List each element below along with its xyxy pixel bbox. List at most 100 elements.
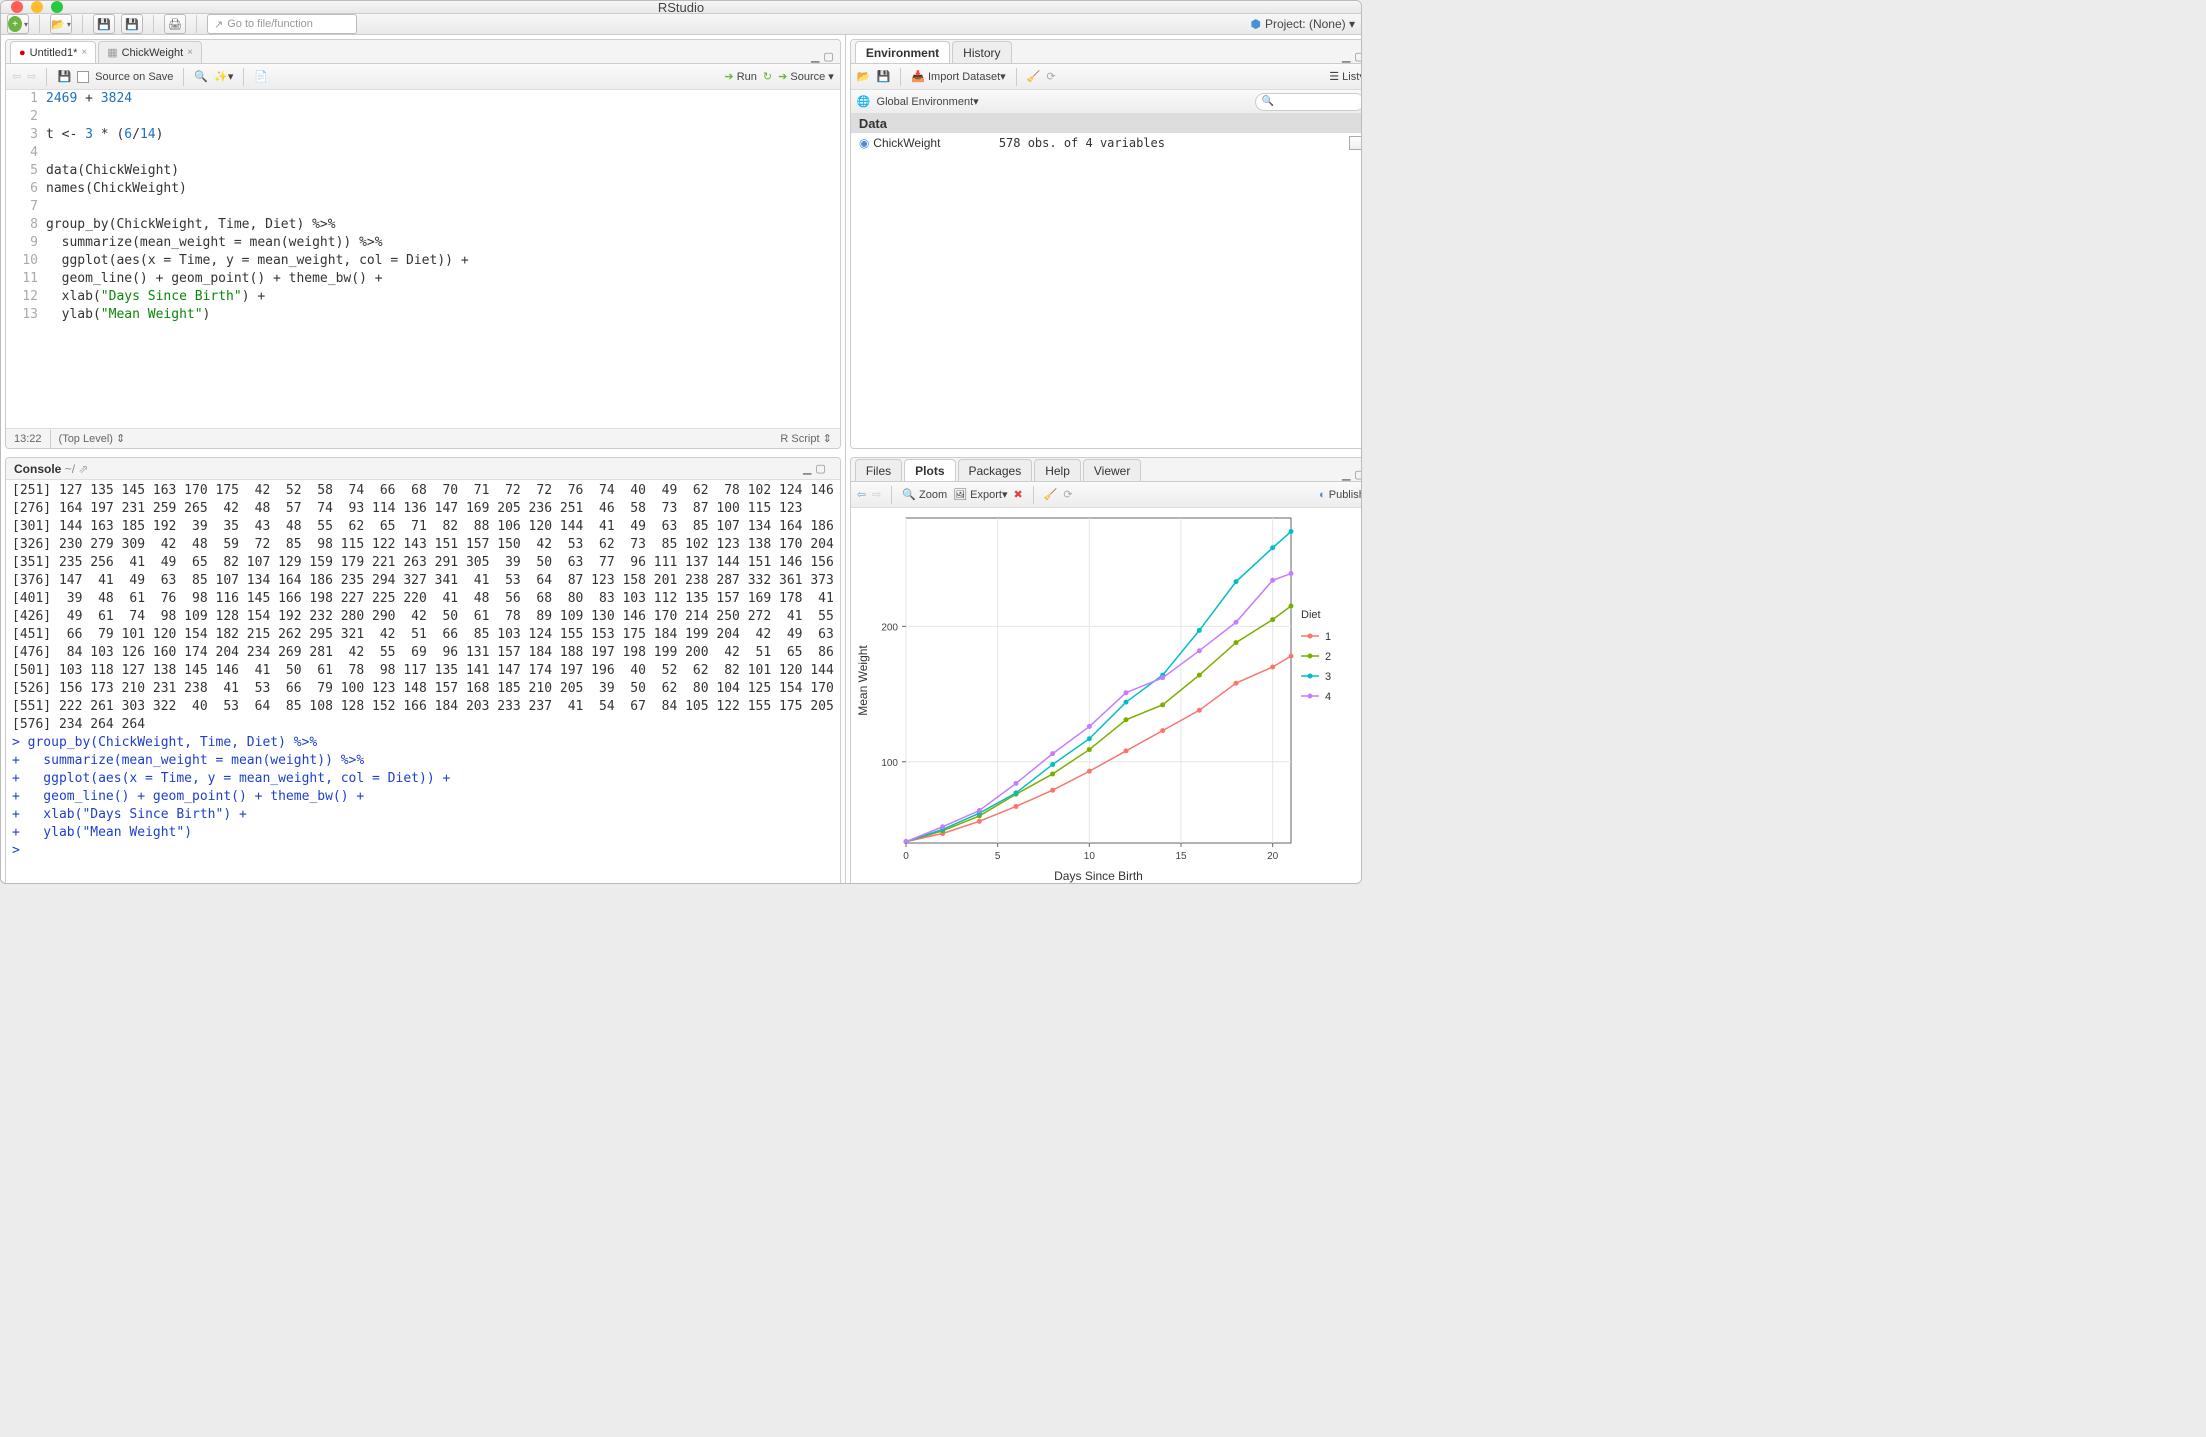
save-workspace-icon[interactable]: 💾 <box>877 70 891 83</box>
print-button[interactable]: 🖨 <box>164 14 186 34</box>
forward-icon[interactable]: ⇨ <box>27 70 36 83</box>
minimize-pane-icon[interactable]: ▁ <box>1342 50 1350 63</box>
br-tabs: Files Plots Packages Help Viewer ▁ ▢ <box>851 458 1362 482</box>
svg-text:20: 20 <box>1267 851 1279 862</box>
svg-text:10: 10 <box>1084 851 1096 862</box>
plot-next-icon[interactable]: ⇨ <box>872 488 881 501</box>
remove-plot-icon[interactable]: ✖ <box>1014 488 1023 501</box>
minimize-pane-icon[interactable]: ▁ <box>803 462 811 475</box>
source-on-save-checkbox[interactable] <box>77 71 89 83</box>
new-file-button[interactable]: + <box>7 14 29 34</box>
tab-help[interactable]: Help <box>1034 459 1081 481</box>
import-dataset-button[interactable]: 📥 Import Dataset▾ <box>911 70 1005 83</box>
back-icon[interactable]: ⇦ <box>12 70 21 83</box>
minimize-pane-icon[interactable]: ▁ <box>1342 468 1350 481</box>
svg-text:4: 4 <box>1325 691 1331 703</box>
tab-plots[interactable]: Plots <box>904 459 955 481</box>
console-path: ~/ <box>65 462 75 476</box>
env-section-header: Data <box>851 114 1362 133</box>
maximize-pane-icon[interactable]: ▢ <box>815 462 825 475</box>
svg-text:0: 0 <box>903 851 909 862</box>
svg-text:15: 15 <box>1175 851 1187 862</box>
tab-packages[interactable]: Packages <box>958 459 1033 481</box>
wand-icon[interactable]: ✨▾ <box>214 70 233 83</box>
plot-area: 0 5 10 15 20 100 200 Days Since Birth Mean Weigh… <box>851 508 1362 884</box>
env-var-value: 578 obs. of 4 variables <box>999 136 1349 150</box>
plots-toolbar: ⇦ ⇨ 🔍 Zoom 🖼 Export▾ ✖ 🧹 ⟳ ◐ Publish <box>851 482 1362 508</box>
save-icon[interactable]: 💾 <box>57 70 71 83</box>
maximize-pane-icon[interactable]: ▢ <box>1354 50 1362 63</box>
close-icon[interactable]: × <box>81 47 87 58</box>
clear-workspace-icon[interactable]: 🧹 <box>1027 70 1041 83</box>
refresh-plot-icon[interactable]: ⟳ <box>1063 488 1072 501</box>
globe-icon: 🌐 <box>857 95 871 108</box>
clear-plots-icon[interactable]: 🧹 <box>1044 488 1058 501</box>
code-editor[interactable]: 1 2 3 4 5 6 7 8 9 10 11 12 13 2469 + 382… <box>6 90 840 428</box>
tab-viewer[interactable]: Viewer <box>1083 459 1141 481</box>
open-file-button[interactable]: 📂 <box>50 14 72 34</box>
export-button[interactable]: 🖼 Export▾ <box>953 488 1007 501</box>
environment-pane: Environment History ▁ ▢ 📂 💾 📥 Import Data… <box>850 39 1362 449</box>
main-toolbar: + 📂 💾 💾 🖨 ↗ Go to file/function ⬢ Projec… <box>1 14 1361 35</box>
tab-chickweight[interactable]: ▦ChickWeight× <box>98 41 202 63</box>
rerun-button[interactable]: ↻ <box>763 70 772 83</box>
filetype-menu[interactable]: R Script ⇕ <box>780 433 831 445</box>
svg-text:200: 200 <box>881 622 898 633</box>
source-pane: ●Untitled1*× ▦ChickWeight× ▁ ▢ ⇦ ⇨ 💾 Sour… <box>5 39 841 449</box>
env-row[interactable]: ◉ChickWeight 578 obs. of 4 variables <box>851 133 1362 153</box>
notebook-icon[interactable]: 📄 <box>254 70 268 83</box>
svg-text:3: 3 <box>1325 671 1331 683</box>
env-tabs: Environment History ▁ ▢ <box>851 40 1362 64</box>
svg-text:Days Since Birth: Days Since Birth <box>1054 869 1143 883</box>
find-icon[interactable]: 🔍 <box>194 70 208 83</box>
svg-text:Diet: Diet <box>1301 609 1321 621</box>
console-header: Console ~/ ⇗ ▁▢ <box>6 458 840 480</box>
source-on-save-label: Source on Save <box>95 71 173 83</box>
plot-prev-icon[interactable]: ⇦ <box>857 488 866 501</box>
tab-history[interactable]: History <box>952 41 1011 63</box>
refresh-icon[interactable]: ⟳ <box>1046 70 1055 83</box>
project-icon: ⬢ <box>1250 17 1260 31</box>
env-toolbar: 📂 💾 📥 Import Dataset▾ 🧹 ⟳ ☰ List▾ <box>851 64 1362 90</box>
window-title: RStudio <box>1 0 1361 15</box>
maximize-pane-icon[interactable]: ▢ <box>1354 468 1362 481</box>
env-scope-menu[interactable]: Global Environment▾ <box>877 95 979 108</box>
source-toolbar: ⇦ ⇨ 💾 Source on Save 🔍 ✨▾ 📄 ➔ Run ↻ ➔ So… <box>6 64 840 90</box>
env-var-name: ChickWeight <box>873 136 940 150</box>
svg-text:5: 5 <box>995 851 1001 862</box>
source-button[interactable]: ➔ Source ▾ <box>778 70 834 83</box>
svg-text:Mean Weight: Mean Weight <box>856 645 870 716</box>
env-search-input[interactable]: 🔍 <box>1255 93 1362 111</box>
tab-files[interactable]: Files <box>855 459 902 481</box>
plots-pane: Files Plots Packages Help Viewer ▁ ▢ ⇦ ⇨ … <box>850 457 1362 884</box>
zoom-button[interactable]: 🔍 Zoom <box>902 488 947 501</box>
goto-file-input[interactable]: ↗ Go to file/function <box>207 14 357 34</box>
tab-untitled1[interactable]: ●Untitled1*× <box>10 41 96 63</box>
source-statusbar: 13:22 (Top Level) ⇕ R Script ⇕ <box>6 428 840 448</box>
grid-view-icon[interactable] <box>1349 136 1362 150</box>
svg-text:100: 100 <box>881 758 898 769</box>
list-view-button[interactable]: ☰ List▾ <box>1329 70 1362 83</box>
console-body[interactable]: [251] 127 135 145 163 170 175 42 52 58 7… <box>6 480 840 884</box>
cursor-position: 13:22 <box>14 433 42 445</box>
close-icon[interactable]: × <box>187 47 193 58</box>
goto-placeholder: Go to file/function <box>227 18 313 30</box>
plot-svg: 0 5 10 15 20 100 200 Days Since Birth Mean Weigh… <box>851 508 1362 884</box>
console-popout-icon[interactable]: ⇗ <box>78 462 88 476</box>
save-all-button[interactable]: 💾 <box>121 14 143 34</box>
env-scope-bar: 🌐 Global Environment▾ 🔍 <box>851 90 1362 114</box>
minimize-pane-icon[interactable]: ▁ <box>811 50 819 63</box>
publish-button[interactable]: ◐ Publish <box>1319 489 1362 501</box>
titlebar: RStudio <box>1 1 1361 14</box>
console-pane: Console ~/ ⇗ ▁▢ [251] 127 135 145 163 17… <box>5 457 841 884</box>
rstudio-window: RStudio + 📂 💾 💾 🖨 ↗ Go to file/function … <box>0 0 1362 884</box>
load-workspace-icon[interactable]: 📂 <box>857 70 871 83</box>
env-body: Data ◉ChickWeight 578 obs. of 4 variable… <box>851 114 1362 448</box>
run-button[interactable]: ➔ Run <box>724 70 756 83</box>
svg-text:1: 1 <box>1325 631 1331 643</box>
tab-environment[interactable]: Environment <box>855 41 950 63</box>
save-button[interactable]: 💾 <box>93 14 115 34</box>
maximize-pane-icon[interactable]: ▢ <box>823 50 833 63</box>
project-menu[interactable]: Project: (None) ▾ <box>1265 17 1355 31</box>
scope-menu[interactable]: (Top Level) ⇕ <box>59 432 126 445</box>
